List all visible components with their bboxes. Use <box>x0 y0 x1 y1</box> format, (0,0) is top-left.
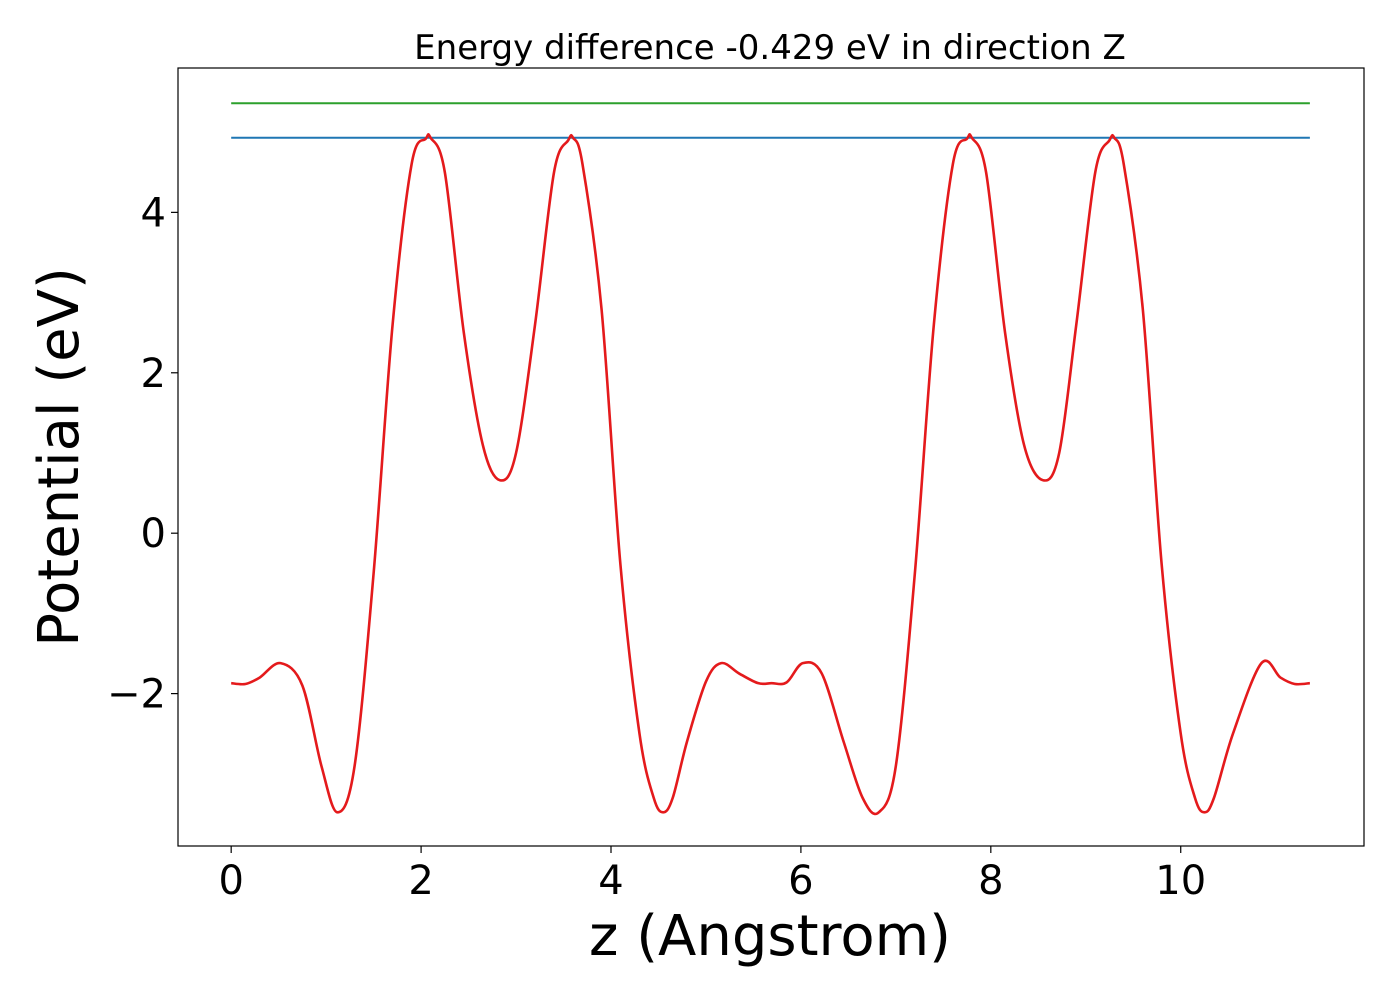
y-tick-label: 4 <box>141 190 166 236</box>
series-line-3 <box>231 133 1310 816</box>
x-tick-label: 0 <box>218 858 243 904</box>
y-tick-label: 2 <box>141 351 166 397</box>
y-axis-ticks: −2 0 2 4 <box>107 190 178 718</box>
x-tick-label: 8 <box>978 858 1003 904</box>
y-tick-label: −2 <box>107 672 166 718</box>
x-tick-label: 10 <box>1155 858 1206 904</box>
chart-title: Energy difference -0.429 eV in direction… <box>414 28 1126 68</box>
x-tick-label: 6 <box>788 858 813 904</box>
x-axis-label: z (Angstrom) <box>589 904 951 969</box>
y-tick-label: 0 <box>141 511 166 557</box>
plot-frame <box>177 67 1365 847</box>
series-layer <box>231 102 1310 816</box>
x-tick-label: 2 <box>408 858 433 904</box>
x-tick-label: 4 <box>598 858 623 904</box>
y-axis-label: Potential (eV) <box>27 267 92 647</box>
x-axis-ticks: 0 2 4 6 8 10 <box>218 846 1206 904</box>
